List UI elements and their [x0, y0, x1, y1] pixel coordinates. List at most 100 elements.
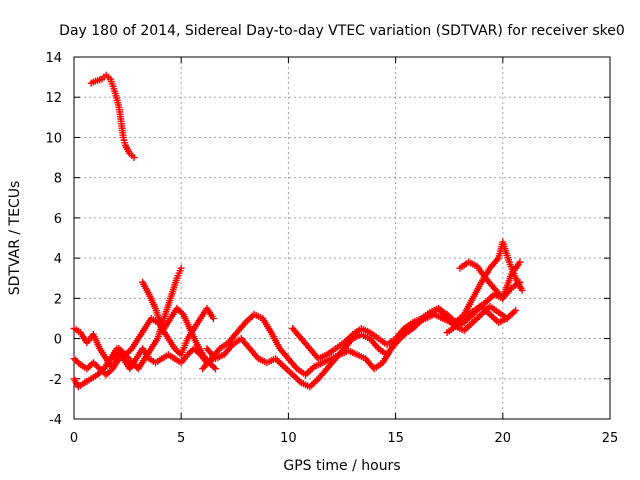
data-point-run: [234, 320, 248, 335]
x-tick-label: 10: [280, 431, 297, 446]
data-point-run: [72, 356, 83, 367]
data-point-run: [123, 144, 133, 156]
data-point-run: [510, 280, 522, 291]
data-point-run: [214, 352, 226, 362]
data-point-run: [303, 364, 316, 377]
data-point-run: [377, 336, 389, 347]
data-point-run: [178, 337, 191, 356]
data-point-run: [500, 240, 513, 264]
data-point-run: [179, 353, 190, 365]
data-point: [477, 310, 485, 318]
data-point-run: [273, 356, 286, 369]
data-point-run: [167, 276, 180, 300]
data-point-run: [94, 76, 104, 84]
data-point: [503, 314, 511, 322]
data-point-run: [368, 330, 380, 341]
data-point-run: [161, 316, 173, 330]
data-point: [486, 310, 494, 318]
data-point-run: [140, 347, 152, 361]
data-point-run: [290, 372, 304, 385]
series-arc-d: [139, 278, 217, 359]
data-point-run: [218, 340, 230, 351]
data-point-run: [470, 280, 484, 300]
y-tick-label: 12: [45, 91, 62, 106]
data-point: [289, 371, 297, 379]
data-point-run: [185, 327, 197, 341]
data-point-run: [342, 336, 355, 351]
chart-title: Day 180 of 2014, Sidereal Day-to-day VTE…: [59, 23, 625, 39]
data-point-run: [432, 311, 445, 321]
plot-frame: [73, 56, 611, 420]
data-point-run: [136, 357, 147, 371]
data-point-run: [154, 356, 164, 365]
data-point-run: [393, 332, 406, 345]
x-tick-label: 20: [495, 431, 512, 446]
data-point-run: [95, 366, 106, 377]
data-point-run: [247, 346, 261, 361]
data-point-run: [316, 366, 330, 381]
data-point: [177, 264, 185, 272]
x-tick-label: 15: [387, 431, 404, 446]
data-point-run: [462, 312, 475, 325]
data-point-run: [204, 346, 218, 361]
data-point-run: [411, 315, 423, 325]
data-point-run: [180, 312, 193, 330]
data-point-run: [260, 316, 274, 335]
data-point-run: [295, 366, 307, 377]
data-point-run: [166, 352, 177, 361]
data-point: [209, 314, 217, 322]
data-point-run: [479, 304, 492, 317]
data-point-run: [312, 360, 325, 370]
data-point-run: [115, 106, 125, 123]
data-point-run: [76, 380, 87, 389]
data-point-run: [500, 272, 515, 300]
data-point-run: [347, 348, 359, 358]
y-tick-label: 4: [54, 252, 62, 267]
data-point-run: [226, 330, 240, 345]
data-point-run: [299, 336, 312, 351]
data-point-run: [174, 267, 184, 280]
data-point-run: [470, 312, 484, 325]
y-tick-label: 10: [45, 131, 62, 146]
y-tick-label: -2: [49, 373, 62, 388]
y-tick-label: 0: [54, 333, 62, 348]
data-point-run: [359, 332, 372, 342]
x-tick-label: 25: [602, 431, 619, 446]
data-point-run: [129, 337, 141, 351]
y-tick-label: 2: [54, 292, 62, 307]
data-point-run: [114, 347, 126, 361]
data-point-run: [159, 327, 171, 341]
data-point-run: [207, 360, 218, 371]
data-point-run: [120, 136, 129, 147]
data-point-run: [123, 353, 134, 365]
data-point-run: [513, 276, 525, 292]
data-point-run: [461, 296, 476, 316]
data-point-run: [359, 326, 372, 336]
data-point-run: [140, 280, 152, 296]
y-tick-label: 6: [54, 212, 62, 227]
data-point-run: [458, 260, 470, 271]
data-point-run: [307, 346, 321, 361]
data-point-run: [367, 336, 381, 351]
data-point-run: [147, 356, 157, 365]
series-arc-high: [87, 71, 138, 162]
series-arc-h: [456, 258, 524, 302]
y-tick-label: 8: [54, 172, 62, 187]
data-point-run: [355, 352, 367, 362]
data-point-run: [402, 320, 415, 331]
data-point-run: [505, 308, 518, 321]
data-point-run: [342, 332, 355, 345]
y-tick-label: -4: [49, 413, 62, 428]
data-point-run: [377, 346, 389, 357]
data-point: [280, 363, 288, 371]
data-point-run: [149, 316, 159, 325]
data-point-run: [351, 326, 363, 337]
data-point-run: [148, 337, 160, 351]
data-point-run: [204, 306, 216, 320]
data-point-run: [462, 320, 475, 333]
data-point-run: [483, 276, 497, 291]
data-point-run: [334, 340, 346, 351]
data-point-run: [333, 346, 347, 361]
data-point-run: [222, 342, 235, 357]
